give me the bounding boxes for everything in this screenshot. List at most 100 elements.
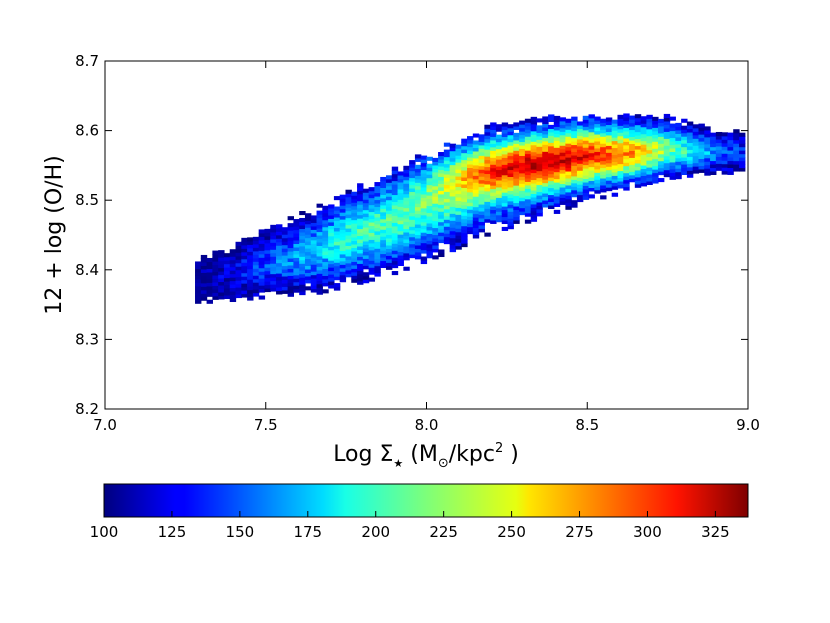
heatmap-cell xyxy=(530,172,538,177)
heatmap-cell xyxy=(287,233,294,238)
heatmap-cell xyxy=(223,253,231,258)
heatmap-cell xyxy=(420,259,428,265)
heatmap-cell xyxy=(646,173,653,179)
heatmap-cell xyxy=(316,287,323,292)
heatmap-cell xyxy=(582,157,590,162)
heatmap-cell xyxy=(420,159,428,164)
heatmap-cell xyxy=(195,285,202,290)
heatmap-cell xyxy=(594,151,601,156)
heatmap-cell xyxy=(235,262,242,267)
heatmap-cell xyxy=(270,273,277,278)
heatmap-cell xyxy=(507,183,514,188)
heatmap-cell xyxy=(241,258,248,263)
heatmap-cell xyxy=(461,173,468,178)
heatmap-cell xyxy=(478,155,485,160)
heatmap-cell xyxy=(380,260,387,265)
heatmap-cell xyxy=(519,124,526,129)
y-tick-label: 8.2 xyxy=(75,400,99,418)
heatmap-cell xyxy=(403,214,410,219)
heatmap-cell xyxy=(501,216,509,221)
heatmap-cell xyxy=(276,231,283,236)
heatmap-cell xyxy=(357,277,364,282)
heatmap-cell xyxy=(605,141,613,146)
heatmap-cell xyxy=(299,235,306,240)
heatmap-cell xyxy=(582,126,590,131)
heatmap-cell xyxy=(443,163,451,168)
heatmap-cell xyxy=(304,279,312,284)
heatmap-cell xyxy=(681,136,688,141)
heatmap-cell xyxy=(351,243,358,249)
heatmap-cell xyxy=(484,204,491,209)
heatmap-cell xyxy=(368,225,376,230)
heatmap-cell xyxy=(548,180,555,185)
heatmap-cell xyxy=(467,177,474,182)
heatmap-cell xyxy=(565,188,572,193)
heatmap-cell xyxy=(322,271,329,276)
heatmap-cell xyxy=(414,182,422,187)
heatmap-cell xyxy=(571,137,578,142)
heatmap-cell xyxy=(646,167,653,172)
heatmap-cell xyxy=(339,208,347,213)
heatmap-cell xyxy=(739,136,746,141)
heatmap-cell xyxy=(200,286,208,291)
heatmap-cell xyxy=(686,142,694,147)
heatmap-cell xyxy=(501,195,509,200)
heatmap-cell xyxy=(443,240,451,245)
heatmap-cell xyxy=(542,196,549,201)
heatmap-cell xyxy=(710,143,717,148)
heatmap-cell xyxy=(652,148,659,153)
heatmap-cell xyxy=(605,173,613,178)
heatmap-cell xyxy=(571,161,578,166)
heatmap-cell xyxy=(195,296,202,301)
heatmap-cell xyxy=(478,228,485,233)
heatmap-cell xyxy=(524,181,532,186)
heatmap-cell xyxy=(652,158,659,163)
heatmap-cell xyxy=(316,266,323,271)
heatmap-cell xyxy=(501,150,509,155)
heatmap-cell xyxy=(409,226,416,231)
heatmap-cell xyxy=(258,229,266,234)
heatmap-cell xyxy=(380,197,387,202)
heatmap-cell xyxy=(704,126,711,131)
heatmap-cell xyxy=(663,159,671,164)
heatmap-cell xyxy=(559,159,566,164)
heatmap-cell xyxy=(490,129,497,134)
heatmap-cell xyxy=(484,156,491,161)
heatmap-cell xyxy=(426,184,433,189)
heatmap-cell xyxy=(582,185,590,190)
heatmap-cell xyxy=(316,234,323,240)
heatmap-cell xyxy=(200,258,208,263)
heatmap-cell xyxy=(432,234,439,239)
heatmap-cell xyxy=(328,214,335,219)
heatmap-cell xyxy=(536,177,543,182)
heatmap-cell xyxy=(449,178,457,183)
heatmap-cell xyxy=(252,278,260,283)
heatmap-cell xyxy=(663,138,671,143)
heatmap-cell xyxy=(582,154,590,159)
heatmap-cell xyxy=(484,149,491,154)
heatmap-cell xyxy=(646,149,653,154)
heatmap-cell xyxy=(414,234,422,239)
heatmap-cell xyxy=(605,162,613,167)
heatmap-cell xyxy=(669,134,676,139)
heatmap-cell xyxy=(223,294,231,299)
heatmap-cell xyxy=(692,127,700,132)
heatmap-cell xyxy=(287,268,294,273)
y-axis-ticks: 8.28.38.48.58.68.7 xyxy=(75,52,748,418)
heatmap-cell xyxy=(287,275,294,280)
heatmap-cell xyxy=(582,122,590,127)
heatmap-cell xyxy=(484,135,491,140)
heatmap-cell xyxy=(293,285,300,290)
heatmap-cell xyxy=(345,266,352,271)
heatmap-cell xyxy=(443,149,451,154)
heatmap-cell xyxy=(403,165,410,170)
heatmap-cell xyxy=(449,192,457,197)
heatmap-cell xyxy=(322,261,329,266)
heatmap-cell xyxy=(530,158,538,163)
heatmap-cell xyxy=(542,172,549,177)
heatmap-cell xyxy=(281,282,289,287)
heatmap-cell xyxy=(478,214,485,219)
heatmap-cell xyxy=(316,290,323,295)
heatmap-cell xyxy=(594,186,601,191)
heatmap-cell xyxy=(507,190,514,195)
